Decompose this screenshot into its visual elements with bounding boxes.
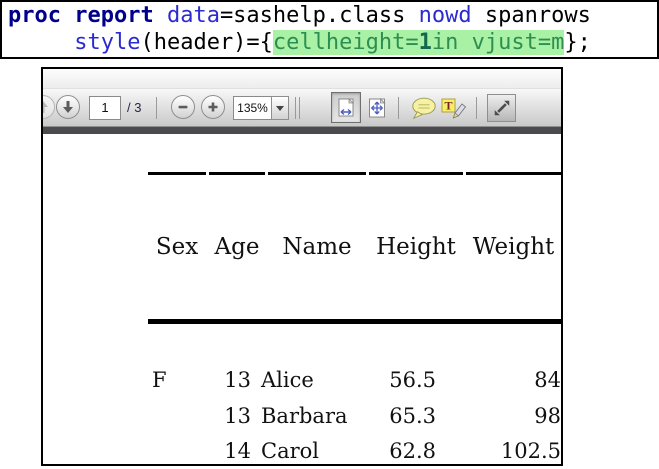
code-token-dataset: =sashelp.class bbox=[219, 3, 419, 28]
code-token-number: 1 bbox=[418, 30, 432, 55]
plus-icon bbox=[208, 102, 218, 112]
code-token-spanrows: spanrows bbox=[471, 3, 591, 28]
code-indent bbox=[8, 30, 74, 55]
next-page-button[interactable] bbox=[56, 95, 80, 119]
fit-page-button[interactable] bbox=[362, 92, 392, 123]
code-token-close: }; bbox=[564, 30, 591, 55]
toolbar-separator bbox=[398, 97, 399, 119]
cell-height: 62.8 bbox=[389, 439, 436, 463]
cell-name: Carol bbox=[261, 439, 319, 463]
fullscreen-arrows-icon bbox=[494, 100, 509, 116]
column-header-weight: Weight bbox=[472, 234, 555, 260]
toolbar-top-strip bbox=[43, 69, 561, 89]
table-row: F 13 Alice 56.5 84 bbox=[43, 368, 561, 396]
highlight-text-button[interactable]: T bbox=[439, 92, 467, 123]
cell-age: 14 bbox=[224, 439, 251, 463]
cell-height: 65.3 bbox=[389, 404, 436, 428]
cell-height: 56.5 bbox=[389, 368, 436, 392]
toolbar-separator bbox=[476, 97, 477, 119]
zoom-level-input[interactable]: 135% bbox=[233, 96, 272, 120]
pdf-viewer-window: 1 / 3 135% bbox=[41, 67, 563, 466]
code-highlighted-region: cellheight=1in vjust=m bbox=[272, 30, 565, 55]
fullscreen-button[interactable] bbox=[487, 94, 516, 122]
cell-name: Alice bbox=[261, 368, 314, 392]
code-token-proc-report: proc report bbox=[8, 3, 167, 28]
fit-width-icon bbox=[338, 97, 354, 116]
table-top-border-segment bbox=[148, 172, 206, 175]
comment-button[interactable] bbox=[409, 92, 439, 123]
table-top-border-segment bbox=[268, 172, 366, 175]
cell-age: 13 bbox=[224, 368, 251, 392]
toolbar-separator bbox=[156, 97, 157, 119]
cell-weight: 84 bbox=[534, 368, 561, 392]
svg-text:T: T bbox=[444, 98, 452, 112]
fit-width-button[interactable] bbox=[331, 92, 361, 123]
code-token-cellheight: cellheight= bbox=[272, 30, 419, 55]
toolbar-separator bbox=[295, 97, 296, 119]
pdf-toolbar: 1 / 3 135% bbox=[43, 89, 561, 127]
column-header-name: Name bbox=[282, 234, 352, 260]
page-total-label: / 3 bbox=[127, 100, 142, 115]
zoom-out-button[interactable] bbox=[171, 95, 195, 119]
code-token-style-keyword: style bbox=[74, 30, 141, 55]
sas-code-snippet: proc report data=sashelp.class nowd span… bbox=[0, 0, 659, 59]
previous-page-button[interactable] bbox=[43, 95, 55, 119]
column-header-height: Height bbox=[376, 234, 456, 260]
page-number-input[interactable]: 1 bbox=[89, 96, 121, 120]
zoom-dropdown-button[interactable] bbox=[271, 96, 289, 120]
document-top-shadow-strip bbox=[43, 127, 561, 134]
highlight-text-icon: T bbox=[441, 98, 467, 119]
code-line-1: proc report data=sashelp.class nowd span… bbox=[2, 2, 657, 29]
chevron-down-icon bbox=[276, 105, 284, 111]
code-token-vjust: in vjust=m bbox=[431, 30, 565, 55]
code-token-data-keyword: data bbox=[166, 3, 220, 28]
cell-age: 13 bbox=[224, 404, 251, 428]
column-header-age: Age bbox=[214, 234, 260, 260]
cell-sex: F bbox=[152, 368, 167, 392]
code-line-2: style(header)={cellheight=1in vjust=m}; bbox=[2, 29, 657, 56]
cell-weight: 102.5 bbox=[500, 439, 561, 463]
arrow-down-icon bbox=[63, 101, 73, 113]
column-header-sex: Sex bbox=[155, 234, 199, 260]
table-top-border-segment bbox=[209, 172, 265, 175]
code-token-nowd-keyword: nowd bbox=[418, 3, 472, 28]
arrow-up-icon bbox=[43, 101, 48, 113]
cell-weight: 98 bbox=[534, 404, 561, 428]
table-top-border-segment bbox=[466, 172, 561, 175]
zoom-in-button[interactable] bbox=[201, 95, 225, 119]
cell-name: Barbara bbox=[261, 404, 348, 428]
code-token-header-open: (header)={ bbox=[140, 30, 273, 55]
table-row: 13 Barbara 65.3 98 bbox=[43, 404, 561, 432]
table-top-border-segment bbox=[369, 172, 463, 175]
pdf-document-page: Sex Age Name Height Weight F 13 Alice 56… bbox=[43, 134, 561, 464]
toolbar-separator bbox=[299, 97, 300, 119]
table-row: 14 Carol 62.8 102.5 bbox=[43, 439, 561, 464]
minus-icon bbox=[178, 105, 188, 109]
fit-page-icon bbox=[369, 97, 386, 117]
speech-bubble-icon bbox=[412, 97, 436, 119]
table-header-bottom-rule bbox=[148, 319, 561, 324]
